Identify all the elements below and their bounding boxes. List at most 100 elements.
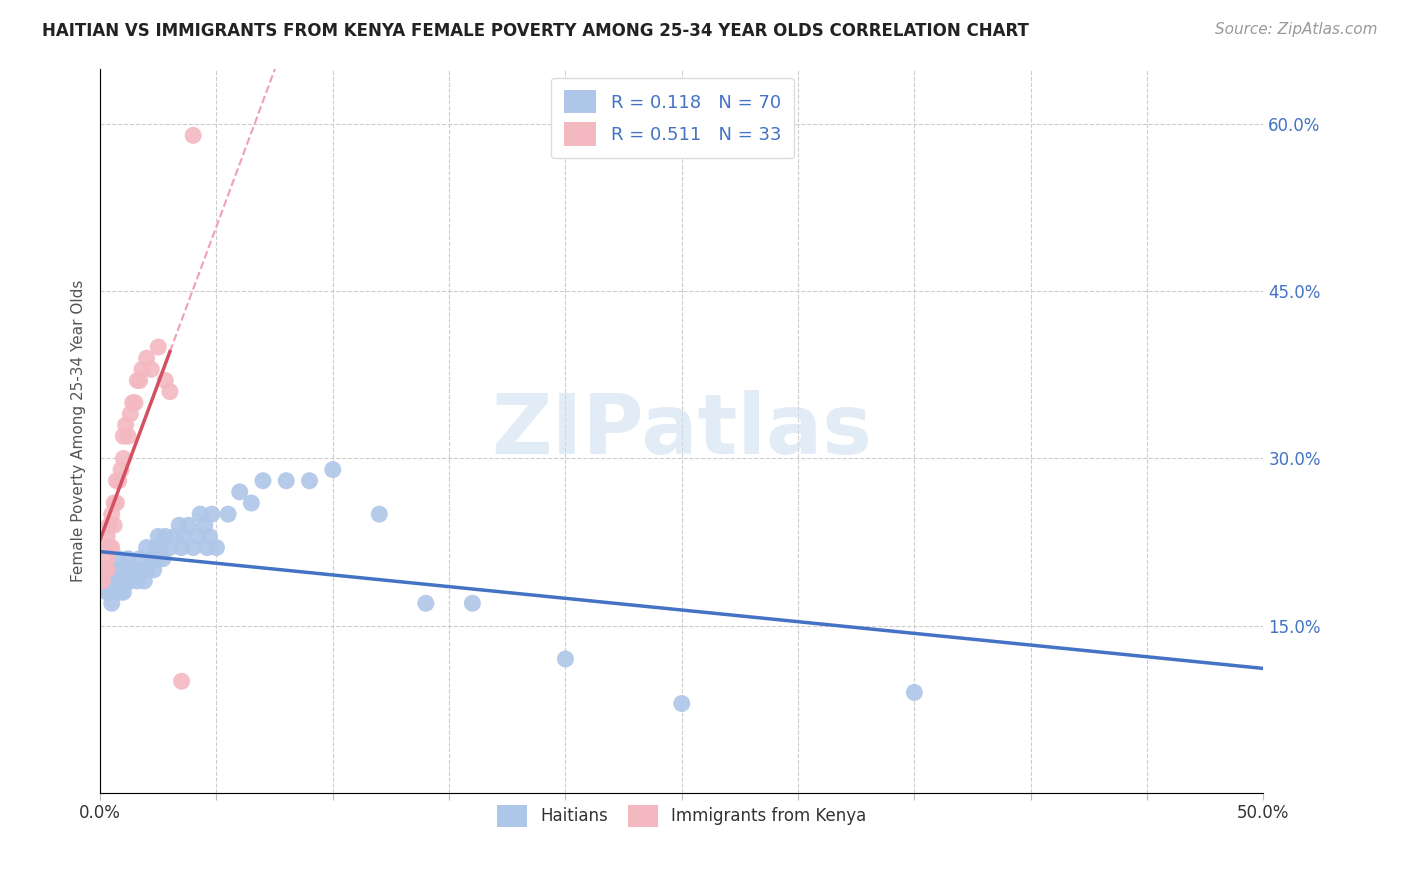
Point: [252, 474, 274, 488]
Point: [368, 507, 391, 521]
Legend: Haitians, Immigrants from Kenya: Haitians, Immigrants from Kenya: [488, 797, 875, 835]
Point: [114, 563, 136, 577]
Point: [217, 507, 239, 521]
Point: [141, 362, 163, 376]
Point: [94, 563, 117, 577]
Point: [201, 507, 224, 521]
Point: [120, 563, 142, 577]
Point: [195, 541, 218, 555]
Point: [100, 541, 122, 555]
Point: [105, 563, 128, 577]
Point: [112, 429, 135, 443]
Point: [98, 563, 121, 577]
Point: [100, 596, 122, 610]
Point: [276, 474, 298, 488]
Text: HAITIAN VS IMMIGRANTS FROM KENYA FEMALE POVERTY AMONG 25-34 YEAR OLDS CORRELATIO: HAITIAN VS IMMIGRANTS FROM KENYA FEMALE …: [42, 22, 1029, 40]
Point: [96, 529, 118, 543]
Point: [461, 596, 484, 610]
Point: [107, 551, 129, 566]
Point: [98, 518, 121, 533]
Point: [127, 374, 149, 388]
Point: [103, 496, 125, 510]
Point: [98, 585, 121, 599]
Point: [131, 563, 153, 577]
Point: [298, 474, 321, 488]
Point: [110, 574, 132, 588]
Point: [554, 652, 576, 666]
Point: [112, 563, 135, 577]
Point: [117, 574, 139, 588]
Y-axis label: Female Poverty Among 25-34 Year Olds: Female Poverty Among 25-34 Year Olds: [72, 279, 86, 582]
Point: [205, 541, 228, 555]
Point: [114, 417, 136, 432]
Point: [100, 574, 122, 588]
Text: ZIPatlas: ZIPatlas: [491, 390, 872, 471]
Point: [117, 551, 139, 566]
Point: [96, 585, 118, 599]
Point: [110, 462, 132, 476]
Point: [155, 374, 177, 388]
Point: [98, 574, 121, 588]
Point: [173, 529, 195, 543]
Point: [135, 541, 157, 555]
Point: [415, 596, 437, 610]
Point: [103, 563, 125, 577]
Point: [148, 529, 170, 543]
Point: [103, 574, 125, 588]
Point: [107, 563, 129, 577]
Point: [159, 541, 181, 555]
Point: [120, 407, 142, 421]
Point: [159, 384, 181, 399]
Point: [112, 451, 135, 466]
Point: [152, 551, 174, 566]
Point: [194, 518, 217, 533]
Point: [148, 551, 170, 566]
Point: [181, 541, 204, 555]
Point: [107, 574, 129, 588]
Point: [100, 507, 122, 521]
Point: [181, 128, 204, 143]
Point: [107, 474, 129, 488]
Point: [91, 574, 114, 588]
Point: [96, 551, 118, 566]
Point: [121, 563, 143, 577]
Point: [228, 484, 250, 499]
Point: [105, 474, 128, 488]
Point: [170, 674, 193, 689]
Point: [124, 563, 146, 577]
Point: [131, 362, 153, 376]
Point: [135, 351, 157, 366]
Point: [98, 541, 121, 555]
Point: [124, 395, 146, 409]
Point: [120, 574, 142, 588]
Point: [96, 574, 118, 588]
Point: [167, 518, 190, 533]
Point: [110, 585, 132, 599]
Point: [141, 551, 163, 566]
Point: [112, 574, 135, 588]
Point: [903, 685, 925, 699]
Point: [187, 529, 209, 543]
Point: [134, 574, 156, 588]
Point: [163, 529, 186, 543]
Point: [240, 496, 263, 510]
Point: [121, 395, 143, 409]
Point: [155, 529, 177, 543]
Point: [128, 551, 150, 566]
Point: [135, 563, 157, 577]
Text: Source: ZipAtlas.com: Source: ZipAtlas.com: [1215, 22, 1378, 37]
Point: [127, 574, 149, 588]
Point: [145, 541, 167, 555]
Point: [188, 507, 211, 521]
Point: [149, 541, 172, 555]
Point: [671, 697, 693, 711]
Point: [91, 574, 114, 588]
Point: [170, 541, 193, 555]
Point: [117, 429, 139, 443]
Point: [177, 518, 200, 533]
Point: [103, 518, 125, 533]
Point: [198, 529, 221, 543]
Point: [94, 541, 117, 555]
Point: [96, 563, 118, 577]
Point: [94, 563, 117, 577]
